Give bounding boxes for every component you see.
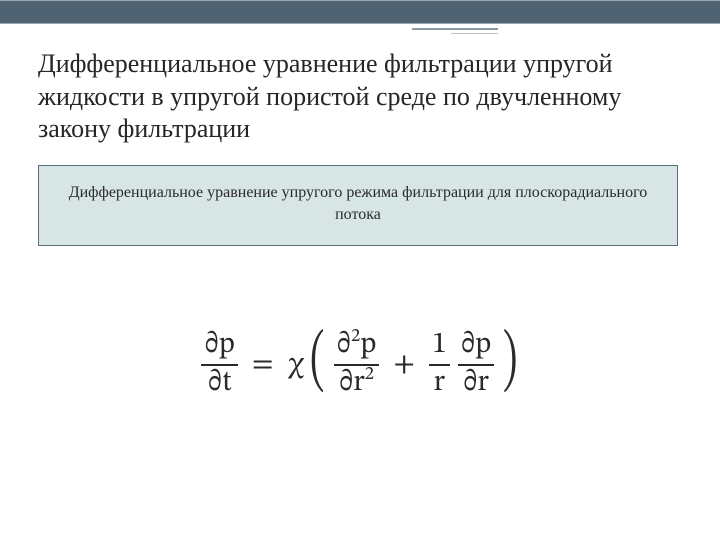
- term2-num: ∂p: [458, 330, 494, 362]
- plus-sign: +: [393, 346, 415, 384]
- equation-container: ∂p ∂t = χ ( ∂2p ∂r2 + 1 r: [0, 330, 720, 399]
- term1-num: ∂2p: [334, 330, 380, 362]
- accent-line-1: [412, 28, 498, 30]
- lhs-num: ∂p: [201, 330, 237, 362]
- partial-symbol: ∂: [337, 330, 351, 360]
- lhs-fraction: ∂p ∂t: [201, 330, 237, 399]
- coefficient-chi: χ: [290, 346, 304, 384]
- equals-sign: =: [252, 346, 274, 384]
- term1-den: ∂r2: [336, 368, 377, 400]
- term1-den-base: ∂r: [339, 368, 365, 398]
- callout-text: Дифференциальное уравнение упругого режи…: [69, 184, 648, 223]
- term2-coeff-fraction: 1 r: [429, 330, 450, 399]
- left-paren: (: [310, 335, 325, 389]
- term2-fraction: ∂p ∂r: [458, 330, 494, 399]
- term1-fraction: ∂2p ∂r2: [334, 330, 380, 399]
- callout-box: Дифференциальное уравнение упругого режи…: [38, 165, 678, 246]
- slide-title: Дифференциальное уравнение фильтрации уп…: [38, 48, 672, 146]
- accent-line-2: [451, 33, 498, 34]
- fraction-bar: [458, 364, 494, 366]
- fraction-bar: [429, 364, 450, 366]
- lhs-den: ∂t: [205, 368, 235, 400]
- term2-coeff-den: r: [431, 368, 448, 400]
- accent-lines: [412, 28, 498, 36]
- equation: ∂p ∂t = χ ( ∂2p ∂r2 + 1 r: [197, 330, 522, 399]
- term2-coeff-num: 1: [429, 330, 450, 362]
- right-paren: ): [503, 335, 518, 389]
- term1-num-tail: p: [360, 330, 376, 360]
- term1-num-sup: 2: [351, 328, 360, 346]
- top-accent-bar: [0, 0, 720, 24]
- fraction-bar: [201, 364, 237, 366]
- term1-den-sup: 2: [365, 366, 374, 384]
- slide: Дифференциальное уравнение фильтрации уп…: [0, 0, 720, 540]
- term2-den: ∂r: [460, 368, 492, 400]
